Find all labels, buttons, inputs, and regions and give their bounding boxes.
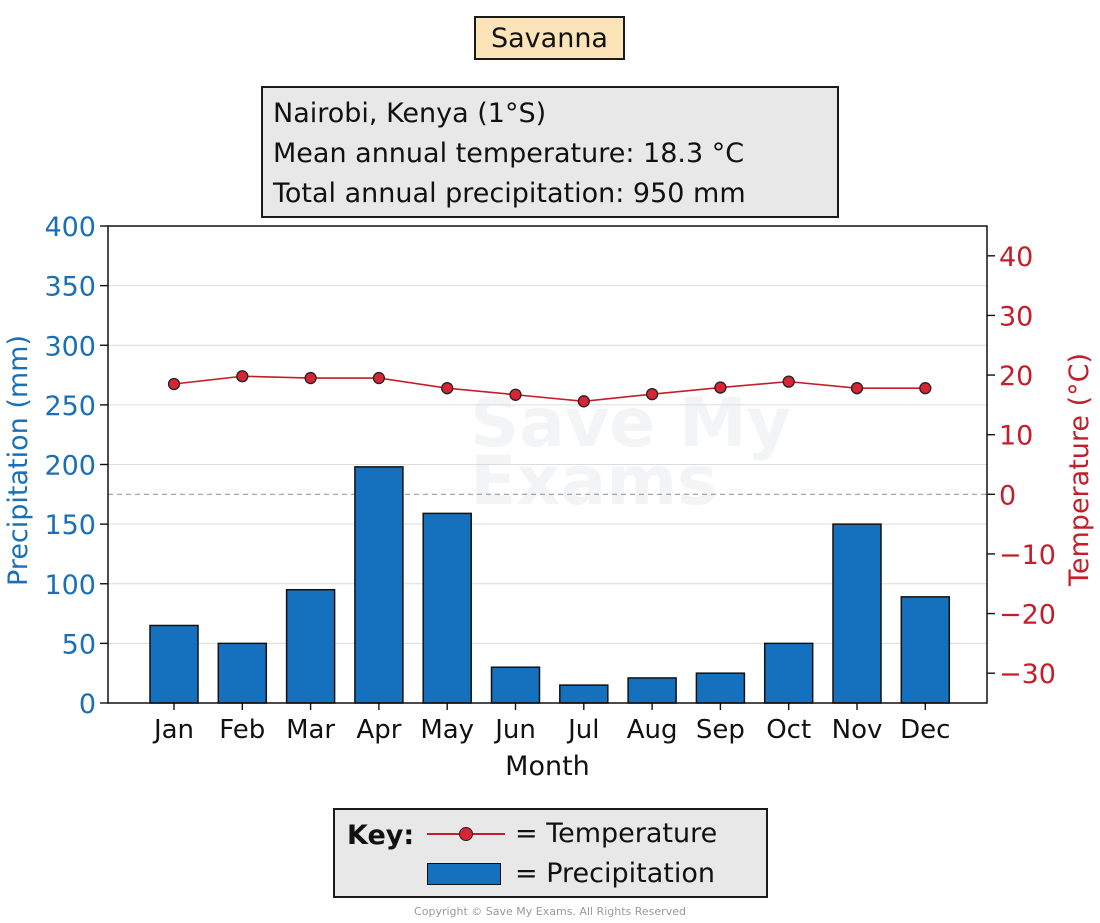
copyright-notice: Copyright © Save My Exams. All Rights Re… (414, 905, 686, 918)
right-tick-label: 40 (999, 242, 1033, 273)
temperature-point (372, 371, 386, 385)
temperature-point (167, 377, 181, 391)
right-tick-label: 10 (999, 421, 1033, 452)
precipitation-bar (422, 512, 472, 704)
right-tick-label: 20 (999, 361, 1033, 392)
left-axis-title: Precipitation (mm) (3, 335, 34, 586)
x-tick-label: May (420, 715, 474, 745)
x-tick-label: Apr (356, 715, 401, 745)
info-mean-temperature: Mean annual temperature: 18.3 °C (273, 138, 745, 169)
temperature-point (850, 382, 864, 395)
x-tick-label: Dec (900, 715, 950, 745)
temperature-point (304, 371, 317, 385)
precipitation-bar (490, 666, 541, 704)
left-tick-label: 250 (44, 391, 96, 422)
precipitation-bar (285, 588, 336, 704)
key-label-precipitation: = Precipitation (515, 858, 715, 889)
precipitation-bar (354, 466, 404, 704)
right-tick-label: 30 (999, 301, 1033, 332)
key-row-precipitation: = Precipitation (427, 858, 715, 889)
key-label-temperature: = Temperature (515, 818, 718, 849)
x-tick-label: Mar (286, 715, 335, 745)
precipitation-bar (149, 624, 199, 704)
temperature-point (577, 395, 590, 408)
left-tick-label: 150 (44, 510, 96, 541)
right-axis-title: Temperature (°C) (1064, 353, 1095, 587)
info-box: Nairobi, Kenya (1°S) Mean annual tempera… (261, 86, 839, 218)
temperature-point (441, 382, 454, 395)
temperature-line (173, 375, 926, 403)
right-tick-label: −20 (999, 600, 1056, 631)
precipitation-bar (627, 677, 677, 704)
x-axis-title: Month (505, 751, 590, 782)
x-tick-label: Nov (832, 715, 883, 745)
temperature-point (714, 381, 727, 394)
left-tick-label: 100 (44, 570, 96, 601)
chart-title: Savanna (474, 16, 625, 60)
left-tick-label: 0 (79, 689, 96, 720)
x-tick-label: Oct (766, 715, 811, 745)
precipitation-bar (217, 642, 268, 704)
x-tick-label: Jan (152, 715, 194, 745)
left-tick-label: 50 (62, 629, 96, 660)
temperature-point (919, 382, 932, 395)
x-tick-label: Aug (627, 715, 678, 745)
precipitation-bar (695, 672, 746, 704)
key-title: Key: (347, 820, 415, 851)
right-tick-label: −30 (999, 659, 1056, 690)
left-tick-label: 300 (44, 331, 96, 362)
left-tick-label: 350 (44, 272, 96, 303)
info-total-precipitation: Total annual precipitation: 950 mm (273, 178, 746, 209)
info-location: Nairobi, Kenya (1°S) (273, 98, 547, 129)
precipitation-bar-swatch (427, 862, 501, 885)
temperature-point (509, 388, 522, 401)
precipitation-bar (900, 596, 951, 704)
precipitation-bar (559, 684, 609, 704)
x-tick-label: Jul (566, 715, 599, 745)
x-tick-label: Feb (219, 715, 265, 745)
temperature-point (236, 370, 249, 383)
left-tick-label: 400 (44, 212, 96, 243)
temperature-point (782, 375, 795, 388)
x-tick-label: Sep (696, 715, 745, 745)
temperature-point (645, 387, 659, 401)
left-tick-label: 200 (44, 451, 96, 482)
right-tick-label: 0 (999, 480, 1016, 511)
x-tick-label: Jun (493, 715, 536, 745)
precipitation-bar (763, 642, 814, 704)
temperature-line-swatch (427, 821, 505, 847)
chart-key: Key: = Temperature = Precipitation (333, 808, 768, 898)
key-row-temperature: = Temperature (427, 818, 717, 849)
precipitation-bar (832, 523, 882, 704)
right-tick-label: −10 (999, 540, 1056, 571)
